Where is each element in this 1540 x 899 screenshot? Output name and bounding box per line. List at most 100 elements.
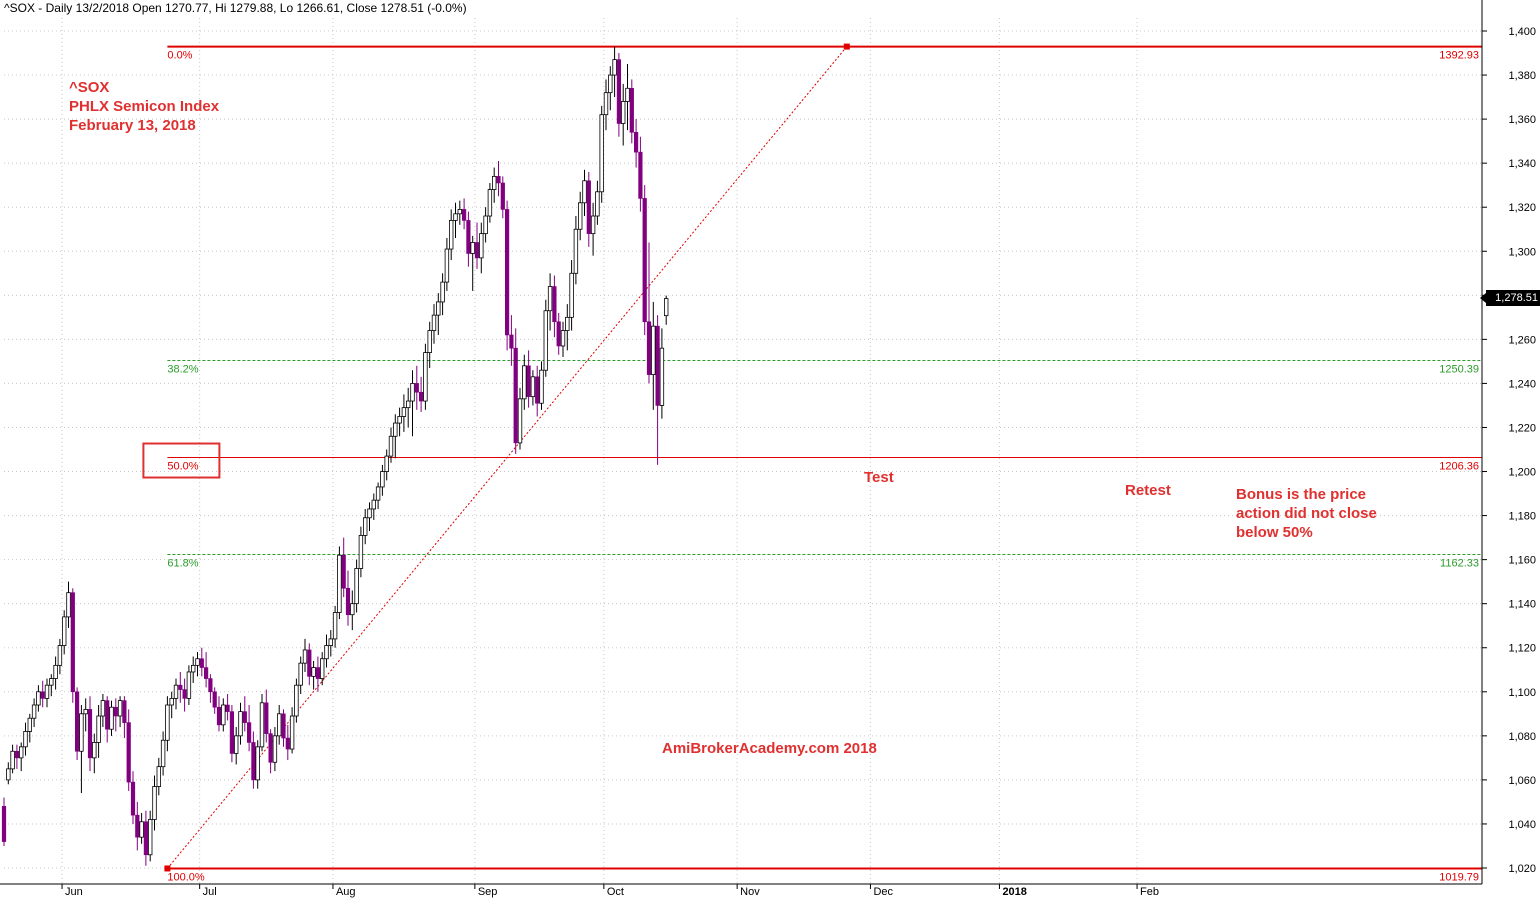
- candle-body: [40, 691, 45, 699]
- candle: [229, 705, 235, 763]
- candle-body: [384, 455, 389, 472]
- title-annotation: ^SOX PHLX Semicon Index February 13, 201…: [69, 78, 219, 135]
- candle: [130, 771, 136, 824]
- candle-body: [10, 750, 15, 770]
- candle-body: [397, 416, 402, 424]
- candle-body: [18, 746, 24, 759]
- candle: [143, 810, 149, 866]
- candle: [147, 810, 153, 862]
- candle-body: [474, 242, 480, 259]
- candle-body: [324, 645, 329, 660]
- candle: [487, 182, 493, 223]
- candle: [152, 775, 157, 831]
- candle: [79, 705, 84, 794]
- candle: [221, 698, 226, 732]
- fib-value-label: 1392.93: [1439, 50, 1479, 62]
- candle: [204, 652, 209, 688]
- candle: [83, 698, 88, 732]
- candle: [354, 559, 359, 613]
- candle-body: [152, 786, 157, 820]
- candle: [603, 79, 609, 131]
- candle-body: [509, 334, 514, 349]
- candle-body: [173, 684, 179, 699]
- candle: [10, 744, 15, 774]
- y-tick-label: 1,360: [1508, 114, 1536, 126]
- candle: [560, 321, 566, 357]
- candle-body: [315, 667, 321, 679]
- candle-body: [633, 132, 639, 153]
- candle-body: [302, 649, 308, 664]
- candle: [578, 191, 583, 241]
- candle: [522, 354, 527, 410]
- candle: [345, 570, 351, 626]
- candle-body: [526, 365, 531, 397]
- candle: [642, 185, 647, 335]
- candle-body: [608, 74, 613, 94]
- candle-body: [6, 768, 11, 781]
- candle: [268, 729, 273, 774]
- candle-body: [1, 806, 7, 842]
- candle-body: [642, 198, 647, 323]
- candle-body: [199, 658, 204, 668]
- candle-body: [543, 310, 548, 371]
- candle: [216, 696, 222, 732]
- candle-body: [393, 422, 398, 437]
- candle-body: [388, 435, 394, 457]
- candle-body: [328, 638, 333, 646]
- fib-value-label: 1206.36: [1439, 461, 1479, 473]
- candle: [113, 698, 118, 732]
- candle-body: [453, 213, 458, 221]
- y-tick-label: 1,040: [1508, 819, 1536, 831]
- candle-body: [440, 281, 445, 303]
- candle: [233, 727, 239, 765]
- candle: [530, 370, 536, 406]
- candle-body: [242, 711, 247, 723]
- candle: [535, 365, 540, 417]
- candle: [573, 216, 579, 285]
- candle-body: [500, 182, 505, 210]
- candle: [62, 610, 67, 655]
- candle: [27, 713, 32, 743]
- y-tick-label: 1,260: [1508, 334, 1536, 346]
- candle-body: [126, 722, 131, 783]
- candle: [461, 198, 467, 230]
- candle-body: [264, 702, 269, 734]
- candle: [393, 414, 398, 459]
- candle-body: [186, 671, 192, 699]
- candle: [289, 707, 295, 754]
- candle-body: [208, 678, 213, 693]
- candle: [298, 656, 303, 694]
- test-annotation: Test: [864, 469, 894, 486]
- candle-body: [522, 365, 527, 400]
- candle: [431, 304, 437, 344]
- candle-body: [96, 715, 101, 743]
- candle-body: [578, 202, 583, 230]
- candle-body: [367, 508, 372, 519]
- candle: [160, 731, 166, 776]
- candle: [165, 696, 170, 752]
- candle-body: [147, 819, 153, 856]
- candle-body: [100, 700, 106, 717]
- candle-body: [178, 684, 183, 690]
- candle: [608, 66, 613, 111]
- candle: [6, 762, 11, 785]
- candle: [169, 691, 174, 719]
- candle-body: [311, 667, 316, 677]
- chart-header: ^SOX - Daily 13/2/2018 Open 1270.77, Hi …: [4, 1, 467, 15]
- candle: [195, 652, 200, 677]
- y-tick-label: 1,340: [1508, 158, 1536, 170]
- candle: [49, 674, 54, 697]
- candle-body: [281, 713, 286, 739]
- candle-body: [410, 383, 415, 402]
- candle: [625, 64, 630, 131]
- candle: [595, 180, 600, 225]
- candle-body: [530, 376, 536, 398]
- fib-level-label: 50.0%: [167, 461, 198, 473]
- fibonacci-levels: 0.0% 1392.93 38.2% 1250.39 50.0% 1206.36 61.8%…: [142, 43, 1482, 883]
- candle-body: [259, 702, 265, 748]
- candle: [126, 709, 131, 791]
- candle: [474, 222, 480, 269]
- candle-body: [319, 658, 325, 679]
- candle-body: [156, 766, 161, 787]
